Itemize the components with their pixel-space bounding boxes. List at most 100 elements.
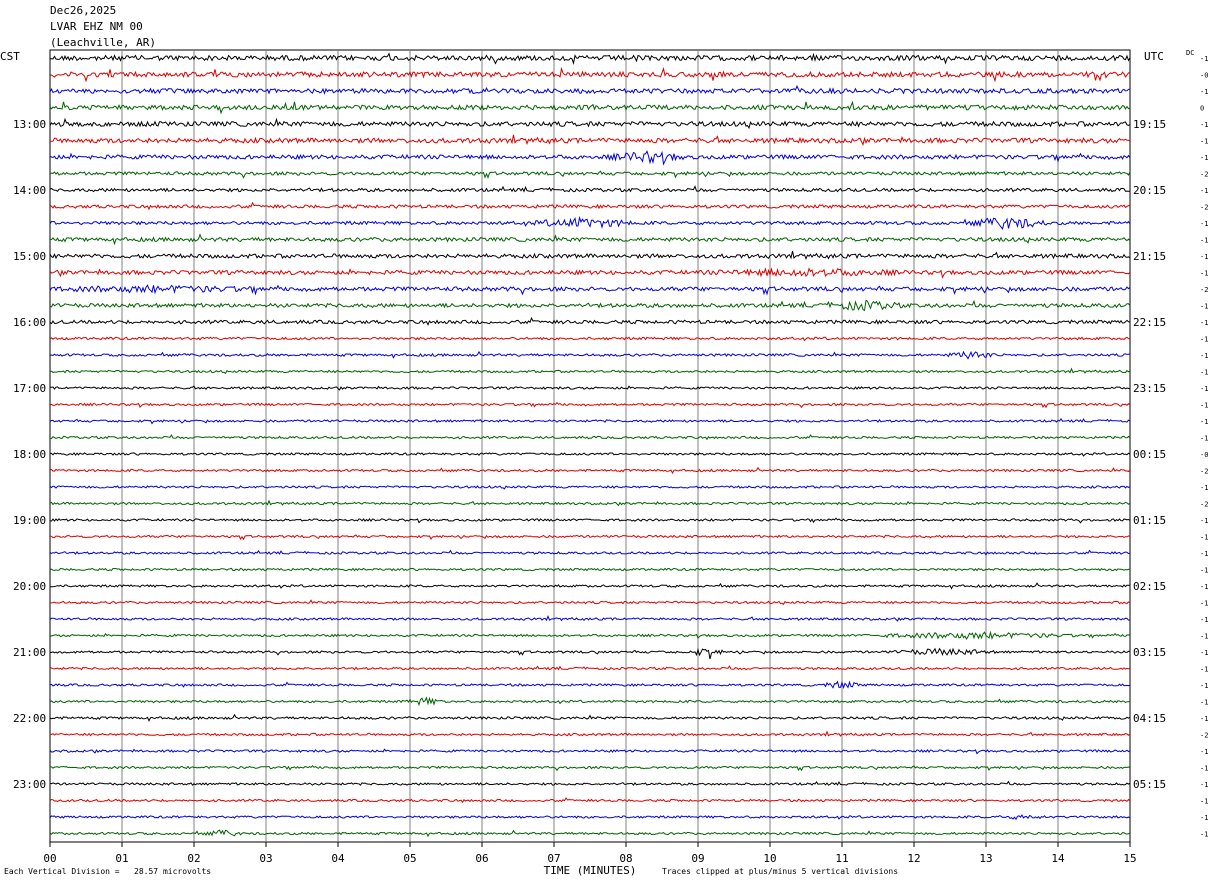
- x-tick-label: 05: [403, 852, 416, 865]
- x-tick-label: 11: [835, 852, 848, 865]
- dc-offset-value: -1: [1200, 303, 1208, 311]
- dc-offset-value: -0: [1200, 72, 1208, 80]
- x-tick-label: 09: [691, 852, 704, 865]
- dc-offset-value: -1: [1200, 682, 1208, 690]
- dc-offset-value: -2: [1200, 286, 1208, 294]
- trace-row: [49, 797, 1131, 804]
- dc-offset-value: -1: [1200, 435, 1208, 443]
- scale-note: Each Vertical Division = 28.57 microvolt…: [4, 867, 212, 876]
- left-hour-label: 21:00: [13, 646, 46, 659]
- dc-offset-value: -1: [1200, 715, 1208, 723]
- left-hour-label: 15:00: [13, 250, 46, 263]
- trace-row: [49, 599, 1131, 606]
- trace-row: [49, 696, 1131, 707]
- trace-row: [49, 665, 1131, 671]
- dc-offset-value: -1: [1200, 336, 1208, 344]
- left-hour-label: 16:00: [13, 316, 46, 329]
- right-hour-label: 23:15: [1133, 382, 1166, 395]
- trace-row: [49, 452, 1131, 457]
- plot-frame: [49, 49, 1131, 843]
- dc-offset-value: -1: [1200, 534, 1208, 542]
- trace-row: [49, 233, 1131, 246]
- trace-row: [49, 780, 1131, 786]
- right-hour-label: 22:15: [1133, 316, 1166, 329]
- right-hour-label: 20:15: [1133, 184, 1166, 197]
- trace-row: [49, 201, 1131, 211]
- trace-row: [49, 748, 1131, 755]
- x-tick-label: 13: [979, 852, 992, 865]
- trace-row: [49, 730, 1131, 737]
- trace-row: [50, 134, 1131, 147]
- dc-offset-value: -1: [1200, 369, 1208, 377]
- dc-offset-value: -1: [1200, 814, 1208, 822]
- station-code: LVAR EHZ NM 00: [50, 20, 143, 33]
- dc-offset-value: -1: [1200, 583, 1208, 591]
- dc-offset-value: -1: [1200, 352, 1208, 360]
- x-tick-label: 02: [187, 852, 200, 865]
- trace-row: [49, 567, 1131, 572]
- x-tick-label: 01: [115, 852, 128, 865]
- dc-offset-value: -1: [1200, 831, 1208, 839]
- trace-row: [49, 401, 1131, 409]
- dc-offset-value: -1: [1200, 765, 1208, 773]
- trace-row: [49, 418, 1131, 425]
- trace-row: [49, 150, 1131, 166]
- dc-offset-value: -1: [1200, 402, 1208, 410]
- trace-row: [49, 534, 1131, 541]
- right-hour-label: 21:15: [1133, 250, 1166, 263]
- trace-row: [49, 284, 1131, 296]
- x-tick-label: 00: [43, 852, 56, 865]
- trace-row: [49, 434, 1131, 441]
- trace-row: [49, 185, 1131, 193]
- dc-offset-value: -1: [1200, 633, 1208, 641]
- left-hour-label: 14:00: [13, 184, 46, 197]
- trace-row: [49, 316, 1131, 326]
- trace-row: [49, 829, 1131, 838]
- dc-offset-header: DC: [1186, 49, 1195, 57]
- trace-row: [49, 66, 1131, 83]
- dc-offset-value: -1: [1200, 220, 1208, 228]
- dc-offset-value: -1: [1200, 666, 1208, 674]
- trace-row: [49, 630, 1131, 640]
- trace-row: [49, 267, 1131, 279]
- trace-row: [49, 117, 1131, 130]
- trace-row: [49, 485, 1131, 490]
- left-hour-label: 13:00: [13, 118, 46, 131]
- x-tick-label: 08: [619, 852, 632, 865]
- dc-offset-value: -1: [1200, 798, 1208, 806]
- trace-row: [49, 100, 1131, 115]
- dc-offset-value: -1: [1200, 319, 1208, 327]
- trace-row: [49, 549, 1131, 556]
- x-tick-label: 12: [907, 852, 920, 865]
- trace-row: [49, 647, 1130, 660]
- trace-row: [49, 582, 1131, 590]
- trace-row: [49, 250, 1131, 261]
- trace-row: [49, 84, 1131, 95]
- trace-row: [50, 385, 1131, 391]
- dc-offset-value: -0: [1200, 451, 1208, 459]
- x-axis-title: TIME (MINUTES): [544, 864, 637, 877]
- dc-offset-value: -1: [1200, 138, 1208, 146]
- plot-date: Dec26,2025: [50, 4, 117, 17]
- dc-offset-value: -1: [1200, 616, 1208, 624]
- dc-offset-value: -2: [1200, 468, 1208, 476]
- x-tick-label: 14: [1051, 852, 1065, 865]
- trace-row: [49, 170, 1131, 179]
- right-hour-label: 19:15: [1133, 118, 1166, 131]
- dc-offset-value: -2: [1200, 732, 1208, 740]
- left-hour-label: 18:00: [13, 448, 46, 461]
- trace-row: [49, 614, 1130, 622]
- trace-row: [49, 215, 1131, 231]
- dc-offset-value: -2: [1200, 204, 1208, 212]
- clip-note: Traces clipped at plus/minus 5 vertical …: [662, 867, 899, 876]
- trace-row: [49, 517, 1131, 524]
- trace-row: [49, 336, 1131, 342]
- trace-row: [49, 764, 1131, 772]
- dc-offset-value: -1: [1200, 748, 1208, 756]
- trace-row: [49, 499, 1131, 507]
- dc-offset-value: -1: [1200, 187, 1208, 195]
- dc-offset-value: -1: [1200, 781, 1208, 789]
- dc-offset-value: -1: [1200, 385, 1208, 393]
- dc-offset-value: -1: [1200, 55, 1208, 63]
